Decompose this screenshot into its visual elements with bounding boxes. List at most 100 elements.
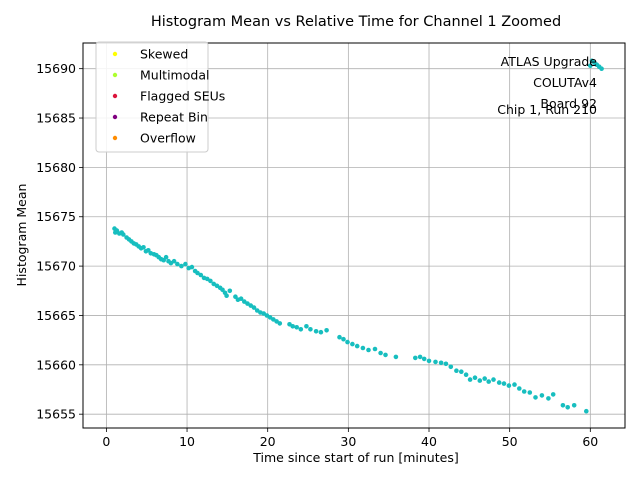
- data-point: [238, 296, 244, 302]
- data-point: [533, 395, 538, 400]
- data-point: [175, 261, 180, 267]
- legend-marker: [112, 51, 118, 57]
- legend-marker: [112, 93, 118, 99]
- data-point: [179, 263, 184, 269]
- data-point: [163, 254, 169, 260]
- y-tick-label: 15685: [36, 111, 76, 126]
- data-point: [584, 408, 589, 414]
- data-point: [393, 354, 399, 360]
- data-point: [121, 232, 126, 237]
- data-point: [426, 358, 432, 364]
- data-point: [224, 293, 229, 299]
- data-point: [183, 261, 188, 267]
- data-point: [459, 369, 464, 375]
- data-point: [324, 328, 329, 333]
- data-point: [313, 329, 319, 334]
- data-point: [565, 405, 570, 410]
- legend-marker: [112, 114, 118, 120]
- legend-label: Flagged SEUs: [140, 89, 225, 104]
- data-point: [208, 278, 213, 284]
- data-point: [277, 321, 283, 326]
- data-point: [454, 368, 459, 374]
- x-axis-ticks: 0 10 20 30 40 50 60: [102, 428, 598, 449]
- data-point: [271, 317, 276, 322]
- y-tick-label: 15660: [36, 357, 76, 372]
- data-points: [112, 58, 604, 414]
- y-tick-label: 15675: [36, 209, 76, 224]
- data-point: [372, 346, 378, 352]
- data-point: [521, 389, 527, 394]
- data-point: [350, 341, 355, 347]
- chart-title: Histogram Mean vs Relative Time for Chan…: [151, 14, 561, 30]
- data-point: [189, 264, 195, 270]
- data-point: [546, 396, 551, 401]
- x-tick-label: 10: [179, 434, 195, 449]
- legend-label: Multimodal: [140, 68, 209, 83]
- legend-box: [95, 41, 209, 153]
- data-point: [294, 325, 300, 330]
- data-point: [472, 375, 478, 381]
- legend-label: Repeat Bin: [140, 110, 208, 125]
- data-point: [588, 63, 593, 68]
- data-point: [467, 377, 473, 382]
- data-point: [171, 258, 177, 264]
- y-tick-label: 15665: [36, 308, 76, 323]
- legend-items: Skewed Multimodal Flagged SEUs Repeat Bin Ov…: [112, 47, 225, 146]
- x-tick-label: 40: [421, 434, 437, 449]
- data-point: [366, 347, 371, 353]
- data-point: [599, 66, 604, 71]
- data-point: [482, 376, 488, 381]
- data-point: [438, 360, 444, 366]
- data-point: [433, 359, 438, 365]
- data-point: [318, 329, 324, 335]
- data-point: [486, 379, 492, 384]
- data-point: [506, 383, 512, 388]
- annotation-line: Chip 1, Run 210: [497, 102, 597, 117]
- data-point: [290, 324, 296, 329]
- legend-label: Overflow: [140, 131, 196, 146]
- data-point: [354, 343, 360, 349]
- x-tick-label: 50: [502, 434, 518, 449]
- data-point: [501, 381, 507, 386]
- plot-frame: [82, 42, 626, 429]
- data-point: [141, 245, 146, 250]
- data-point: [345, 339, 350, 345]
- data-point: [227, 288, 233, 294]
- data-point: [512, 382, 517, 387]
- y-tick-label: 15690: [36, 61, 76, 76]
- annotation-line: COLUTAv4: [533, 75, 597, 90]
- data-point: [251, 305, 257, 310]
- x-tick-label: 0: [102, 434, 110, 449]
- legend-label: Skewed: [140, 47, 188, 62]
- data-point: [198, 272, 204, 278]
- data-point: [463, 372, 469, 378]
- legend-marker: [112, 72, 118, 78]
- data-point: [308, 327, 313, 332]
- data-point: [360, 345, 366, 351]
- data-point: [341, 336, 346, 342]
- data-point: [337, 334, 342, 340]
- data-point: [413, 355, 418, 361]
- data-point: [527, 390, 533, 395]
- data-point: [421, 356, 427, 362]
- x-tick-label: 20: [260, 434, 276, 449]
- data-point: [417, 354, 423, 360]
- data-point: [550, 392, 556, 397]
- y-axis-ticks: 15655 15660 15665 15670 15675 15680 15685 15690: [36, 61, 83, 422]
- data-point: [195, 270, 200, 276]
- data-point: [571, 403, 577, 408]
- data-point: [298, 327, 304, 332]
- x-axis-label: Time since start of run [minutes]: [252, 450, 458, 465]
- grid: [83, 43, 625, 428]
- x-tick-label: 60: [582, 434, 598, 449]
- data-point: [383, 352, 388, 358]
- data-point: [477, 378, 483, 383]
- data-point: [448, 364, 454, 370]
- y-tick-label: 15670: [36, 259, 76, 274]
- x-tick-label: 30: [340, 434, 356, 449]
- data-point: [517, 386, 522, 391]
- data-point: [378, 350, 383, 356]
- annotation: ATLAS Upgrade COLUTAv4 Board 92 Chip 1, …: [497, 54, 597, 117]
- data-point: [491, 377, 496, 382]
- data-point: [539, 393, 545, 398]
